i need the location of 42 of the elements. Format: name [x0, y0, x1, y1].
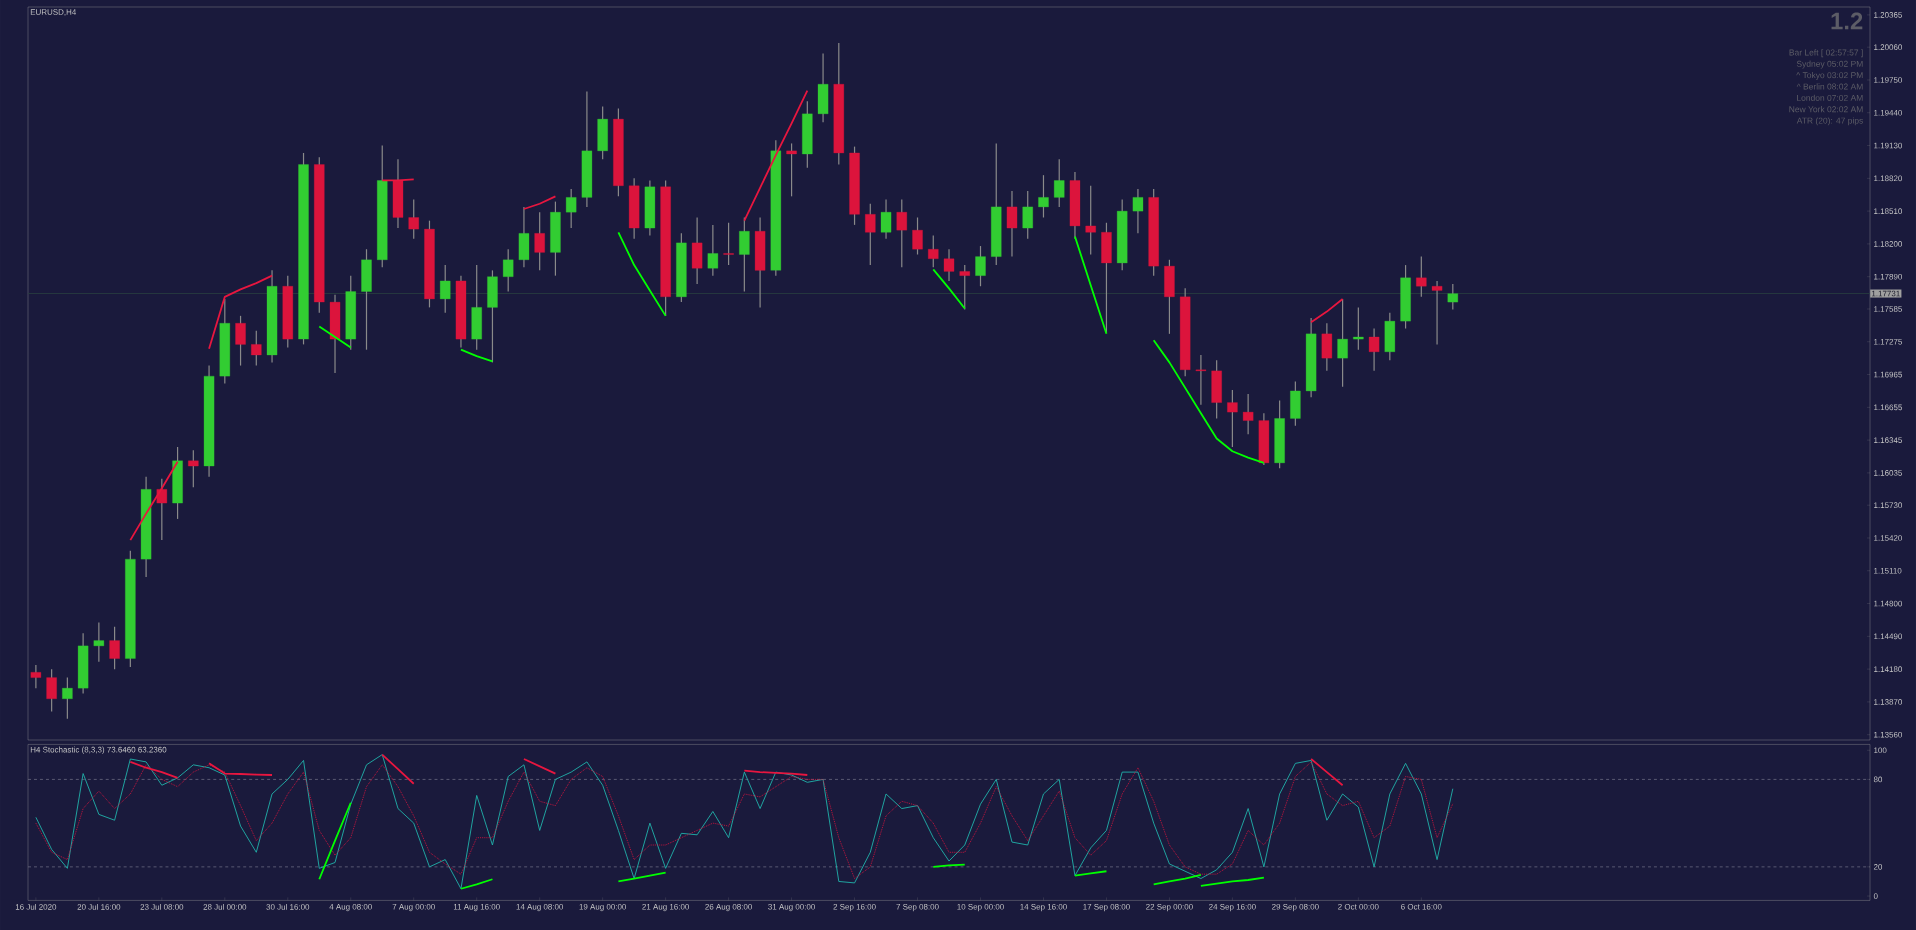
candlestick [723, 221, 734, 266]
candlestick [46, 668, 57, 712]
candlestick [62, 676, 73, 720]
candlestick [1227, 389, 1238, 448]
candlestick [975, 245, 986, 287]
candlestick [503, 248, 514, 292]
candlestick [408, 198, 419, 240]
candlestick [1242, 393, 1254, 435]
line-series [1200, 876, 1265, 887]
candlestick [959, 264, 970, 310]
candlestick [928, 234, 939, 268]
candlestick [30, 664, 42, 689]
candlestick [565, 188, 577, 229]
candlestick [1416, 255, 1427, 298]
candlestick [534, 211, 545, 271]
candlestick [1368, 327, 1380, 372]
candlestick [1195, 354, 1207, 406]
annotation: 1.2 [1831, 12, 1863, 30]
candlestick [1038, 174, 1049, 218]
candlestick [1447, 283, 1458, 310]
candlestick [109, 626, 120, 670]
candlestick [865, 202, 876, 266]
candlestick [1337, 298, 1348, 388]
candlestick [786, 142, 797, 197]
candlestick [1085, 184, 1096, 255]
candlestick [440, 264, 451, 314]
candlestick [251, 329, 262, 366]
candlestick [235, 315, 246, 366]
candlestick [739, 216, 750, 292]
candlestick [1006, 190, 1018, 258]
candlestick [1353, 306, 1364, 351]
candlestick [93, 621, 105, 663]
candlestick [1431, 280, 1443, 345]
candlestick [1132, 188, 1144, 234]
candlestick [1054, 158, 1065, 208]
candlestick [943, 248, 955, 282]
candlestick [896, 198, 907, 268]
candlestick [707, 224, 719, 277]
candlestick [188, 449, 199, 488]
candlestick [912, 216, 923, 255]
candlestick [880, 198, 892, 240]
candlestick [1022, 190, 1033, 240]
